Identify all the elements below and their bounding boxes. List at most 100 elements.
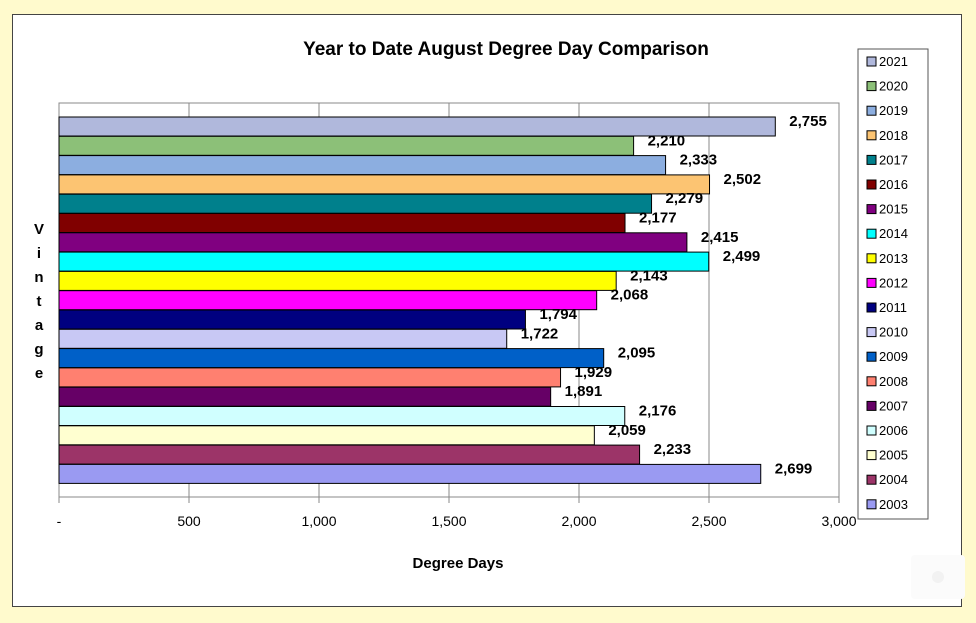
legend-label-2005: 2005 (879, 448, 908, 463)
bar-2014 (58, 251, 710, 272)
legend-label-2006: 2006 (879, 423, 908, 438)
legend-swatch-2006 (866, 425, 877, 436)
legend-swatch-2019 (866, 105, 877, 116)
legend: 2021 2020 2019 2018 2017 2016 2015 2014 2013 2012… (857, 48, 929, 520)
value-label-2014: 2,499 (723, 248, 761, 265)
legend-label-2004: 2004 (879, 472, 908, 487)
bar-2012 (58, 290, 598, 311)
legend-label-2009: 2009 (879, 349, 908, 364)
y-axis-title-letter: g (34, 341, 43, 358)
x-tick-label: 500 (177, 513, 201, 529)
legend-swatch-2011 (866, 302, 877, 313)
bar-2016 (58, 213, 626, 233)
x-tick-label: 1,000 (301, 513, 336, 529)
bar-2017 (58, 193, 653, 214)
x-tick-label: - (57, 513, 62, 529)
bar-2018 (58, 174, 711, 195)
legend-swatch-2014 (866, 228, 877, 239)
legend-label-2008: 2008 (879, 374, 908, 389)
legend-label-2003: 2003 (879, 497, 908, 512)
legend-swatch-2017 (866, 154, 877, 165)
legend-swatch-2018 (866, 130, 877, 141)
bar-2009 (58, 348, 605, 369)
chart-frame: Year to Date August Degree Day Compariso… (12, 14, 965, 607)
x-tick-label: 2,000 (561, 513, 596, 529)
bar-2005 (58, 425, 595, 446)
x-tick-label: 3,000 (821, 513, 856, 529)
value-label-2012: 2,068 (611, 287, 649, 304)
legend-label-2012: 2012 (879, 275, 908, 290)
y-axis-title-letter: n (34, 269, 43, 286)
legend-swatch-2010 (866, 327, 877, 338)
legend-swatch-2004 (866, 474, 877, 485)
legend-label-2013: 2013 (879, 251, 908, 266)
value-label-2013: 2,143 (630, 267, 668, 284)
legend-swatch-2003 (866, 499, 877, 510)
x-tick-label: 1,500 (431, 513, 466, 529)
bar-2010 (58, 328, 508, 349)
value-label-2004: 2,233 (654, 441, 692, 458)
legend-label-2016: 2016 (879, 177, 908, 192)
bar-2006 (58, 406, 626, 426)
value-label-2007: 1,891 (565, 383, 603, 400)
x-axis-title: Degree Days (413, 555, 504, 572)
y-axis-title-letter: a (35, 317, 44, 334)
value-label-2016: 2,177 (639, 210, 677, 227)
value-label-2020: 2,210 (648, 132, 686, 149)
legend-swatch-2007 (866, 400, 877, 411)
value-label-2010: 1,722 (521, 325, 559, 342)
bar-2019 (58, 155, 667, 176)
y-axis-title-letter: t (37, 293, 42, 310)
legend-swatch-2021 (866, 56, 877, 67)
bar-2013 (58, 270, 617, 291)
value-label-2008: 1,929 (575, 364, 613, 381)
bar-2008 (58, 367, 562, 388)
legend-label-2011: 2011 (879, 300, 907, 315)
legend-swatch-2015 (866, 204, 877, 215)
value-label-2011: 1,794 (539, 306, 577, 323)
legend-label-2010: 2010 (879, 325, 908, 340)
y-axis-title-letter: e (35, 365, 43, 382)
legend-label-2014: 2014 (879, 226, 908, 241)
value-labels: 2,755 2,210 2,333 2,502 2,279 2,177 2,415 2,499… (521, 113, 827, 477)
value-label-2003: 2,699 (775, 460, 813, 477)
legend-label-2015: 2015 (879, 202, 908, 217)
value-label-2018: 2,502 (724, 171, 762, 188)
legend-label-2018: 2018 (879, 128, 908, 143)
legend-label-2020: 2020 (879, 79, 908, 94)
value-label-2019: 2,333 (680, 152, 718, 169)
bar-2004 (58, 444, 641, 465)
legend-swatch-2009 (866, 351, 877, 362)
bar-2020 (58, 135, 635, 156)
bars (58, 116, 776, 484)
y-axis-title-letter: V (34, 221, 44, 238)
legend-label-2021: 2021 (879, 54, 908, 69)
value-label-2005: 2,059 (608, 422, 646, 439)
y-axis-title-letter: i (37, 245, 41, 262)
bar-2003 (58, 463, 762, 484)
bar-2015 (58, 232, 688, 253)
value-label-2006: 2,176 (639, 403, 677, 420)
chart-title: Year to Date August Degree Day Compariso… (303, 39, 709, 60)
x-tick-labels: - 500 1,000 1,500 2,000 2,500 3,000 (57, 513, 857, 529)
legend-swatch-2020 (866, 81, 877, 92)
legend-label-2019: 2019 (879, 103, 908, 118)
legend-swatch-2013 (866, 253, 877, 264)
legend-label-2017: 2017 (879, 152, 908, 167)
legend-label-2007: 2007 (879, 398, 908, 413)
value-label-2017: 2,279 (666, 190, 704, 207)
x-tick-label: 2,500 (691, 513, 726, 529)
legend-swatch-2008 (866, 376, 877, 387)
bar-2007 (58, 386, 552, 407)
corner-badge (911, 555, 965, 599)
legend-swatch-2005 (866, 450, 877, 461)
value-label-2021: 2,755 (789, 113, 827, 130)
legend-swatch-2016 (866, 179, 877, 190)
legend-items: 2021 2020 2019 2018 2017 2016 2015 2014 2013 2012… (866, 54, 908, 512)
bar-2011 (58, 309, 526, 330)
value-label-2015: 2,415 (701, 229, 739, 246)
value-label-2009: 2,095 (618, 345, 656, 362)
chart: Year to Date August Degree Day Compariso… (34, 39, 929, 572)
legend-swatch-2012 (866, 277, 877, 288)
